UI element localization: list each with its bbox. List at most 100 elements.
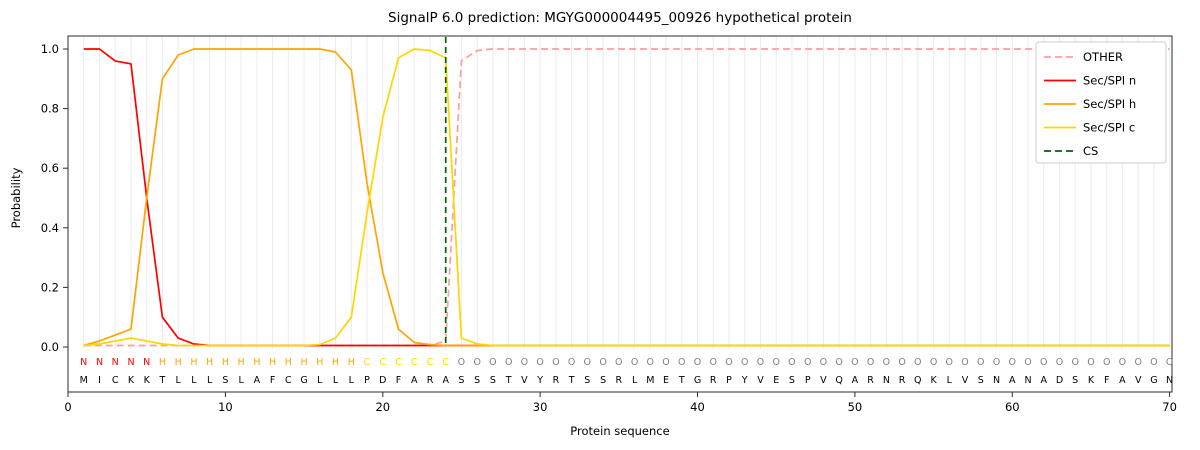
x-axis-ticks: 0 10 20 30 40 50 60 70: [64, 392, 1177, 414]
svg-text:L: L: [191, 375, 197, 386]
svg-text:O: O: [599, 357, 606, 368]
svg-text:C: C: [379, 357, 386, 368]
svg-text:O: O: [772, 357, 779, 368]
svg-text:O: O: [788, 357, 795, 368]
svg-text:E: E: [663, 375, 669, 386]
svg-text:H: H: [206, 357, 213, 368]
svg-text:O: O: [1166, 357, 1173, 368]
svg-text:O: O: [536, 357, 543, 368]
svg-text:Y: Y: [536, 375, 543, 386]
svg-text:P: P: [726, 375, 732, 386]
svg-text:S: S: [490, 375, 496, 386]
svg-text:O: O: [867, 357, 874, 368]
svg-text:0.2: 0.2: [41, 280, 59, 294]
svg-text:O: O: [1040, 357, 1047, 368]
legend-label-other: OTHER: [1083, 50, 1123, 64]
svg-text:L: L: [176, 375, 182, 386]
svg-text:G: G: [694, 375, 701, 386]
svg-text:O: O: [615, 357, 622, 368]
svg-text:O: O: [835, 357, 842, 368]
svg-text:40: 40: [690, 400, 705, 414]
svg-text:O: O: [1134, 357, 1141, 368]
svg-text:A: A: [1009, 375, 1016, 386]
svg-text:O: O: [631, 357, 638, 368]
svg-text:O: O: [804, 357, 811, 368]
svg-text:H: H: [269, 357, 276, 368]
svg-text:C: C: [427, 357, 434, 368]
svg-text:K: K: [128, 375, 135, 386]
legend-label-sec-spi-n: Sec/SPI n: [1083, 74, 1136, 88]
svg-text:K: K: [1088, 375, 1095, 386]
svg-text:O: O: [552, 357, 559, 368]
svg-text:T: T: [505, 375, 512, 386]
svg-text:T: T: [568, 375, 575, 386]
svg-text:L: L: [349, 375, 355, 386]
svg-text:O: O: [851, 357, 858, 368]
svg-text:1.0: 1.0: [41, 42, 59, 56]
svg-text:O: O: [489, 357, 496, 368]
svg-text:Y: Y: [741, 375, 748, 386]
svg-text:S: S: [222, 375, 228, 386]
svg-text:H: H: [238, 357, 245, 368]
legend-box: [1035, 41, 1167, 164]
svg-text:H: H: [222, 357, 229, 368]
svg-text:P: P: [805, 375, 811, 386]
svg-text:60: 60: [1005, 400, 1020, 414]
svg-text:L: L: [947, 375, 953, 386]
svg-text:O: O: [647, 357, 654, 368]
svg-text:O: O: [662, 357, 669, 368]
series-other: [83, 48, 1170, 347]
svg-text:O: O: [741, 357, 748, 368]
svg-text:R: R: [615, 375, 622, 386]
svg-text:A: A: [1119, 375, 1126, 386]
svg-text:O: O: [521, 357, 528, 368]
svg-text:A: A: [411, 375, 418, 386]
svg-text:R: R: [710, 375, 717, 386]
svg-text:O: O: [505, 357, 512, 368]
svg-text:H: H: [285, 357, 292, 368]
svg-text:O: O: [993, 357, 1000, 368]
svg-text:S: S: [584, 375, 590, 386]
svg-text:O: O: [568, 357, 575, 368]
svg-text:50: 50: [848, 400, 863, 414]
svg-text:R: R: [899, 375, 906, 386]
svg-text:C: C: [364, 357, 371, 368]
svg-text:C: C: [112, 375, 119, 386]
chart-title: SignalP 6.0 prediction: MGYG000004495_00…: [388, 10, 852, 26]
svg-text:V: V: [820, 375, 827, 386]
svg-text:S: S: [789, 375, 795, 386]
svg-text:C: C: [411, 357, 418, 368]
svg-text:30: 30: [533, 400, 548, 414]
svg-text:C: C: [395, 357, 402, 368]
svg-text:F: F: [1104, 375, 1109, 386]
svg-text:R: R: [867, 375, 874, 386]
svg-text:N: N: [127, 357, 134, 368]
svg-text:O: O: [1009, 357, 1016, 368]
svg-text:O: O: [820, 357, 827, 368]
svg-text:V: V: [962, 375, 969, 386]
svg-text:C: C: [442, 357, 449, 368]
svg-text:O: O: [757, 357, 764, 368]
svg-text:V: V: [757, 375, 764, 386]
svg-text:10: 10: [218, 400, 233, 414]
gridlines: [83, 36, 1171, 349]
svg-text:O: O: [883, 357, 890, 368]
svg-text:O: O: [584, 357, 591, 368]
svg-text:A: A: [442, 375, 449, 386]
svg-text:O: O: [1071, 357, 1078, 368]
svg-text:S: S: [458, 375, 464, 386]
svg-text:R: R: [427, 375, 434, 386]
svg-text:O: O: [678, 357, 685, 368]
x-axis-label: Protein sequence: [570, 424, 670, 438]
svg-text:K: K: [144, 375, 151, 386]
svg-text:Q: Q: [835, 375, 842, 386]
legend: OTHER Sec/SPI n Sec/SPI h Sec/SPI c CS: [1035, 41, 1167, 164]
svg-text:0.6: 0.6: [41, 161, 59, 175]
svg-text:G: G: [1150, 375, 1157, 386]
plot-border: [67, 35, 1173, 393]
svg-text:O: O: [458, 357, 465, 368]
svg-text:O: O: [946, 357, 953, 368]
svg-text:M: M: [646, 375, 654, 386]
